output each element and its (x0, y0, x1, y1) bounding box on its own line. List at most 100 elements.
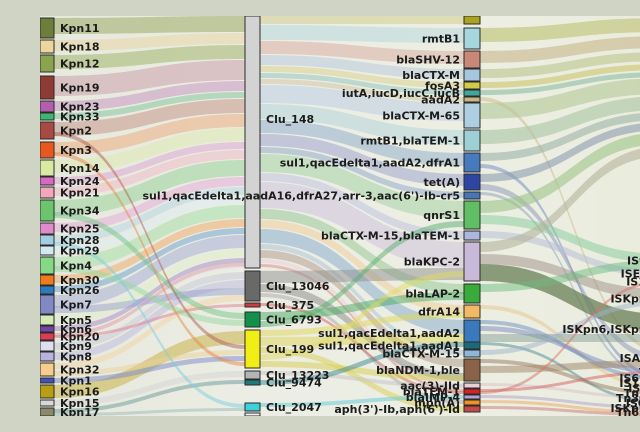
node-kpn15[interactable] (40, 399, 55, 407)
node-blatem-1[interactable] (463, 388, 481, 395)
node-rmtb1[interactable] (463, 27, 481, 50)
node-iuta-iucd-iucc-iucb[interactable] (463, 89, 481, 97)
node-clu-9474[interactable] (244, 379, 261, 386)
node-label-kpn28: Kpn28 (60, 234, 100, 247)
node-kpn21[interactable] (40, 186, 55, 199)
node-blactx-m-65[interactable] (463, 102, 481, 129)
node-tet-a-[interactable] (463, 173, 481, 191)
node-clu-375[interactable] (244, 302, 261, 308)
node-kpn17[interactable] (40, 407, 55, 416)
node-aac-3-iid[interactable] (463, 382, 481, 389)
node-rmtb1-blatem-1[interactable] (463, 129, 481, 152)
node-label-kpn2: Kpn2 (60, 125, 92, 138)
node-kpn18[interactable] (40, 39, 55, 54)
node-clu-13223[interactable] (244, 370, 261, 380)
flow-ribbon (480, 215, 640, 262)
node-kpn12[interactable] (40, 54, 55, 73)
node-kpn14[interactable] (40, 159, 55, 177)
node-kpn6[interactable] (40, 325, 55, 333)
node-label-clu-375: Clu_375 (266, 299, 314, 312)
node-unlabeled[interactable] (463, 16, 481, 25)
node-sul1-qacedelta1-aada1[interactable] (463, 341, 481, 350)
node-blactx-m[interactable] (463, 68, 481, 82)
node-kpn8[interactable] (40, 351, 55, 362)
node-kpn9[interactable] (40, 340, 55, 352)
node-blakpc-2[interactable] (463, 241, 481, 282)
flow-ribbon (260, 147, 464, 198)
flow-ribbon (54, 150, 245, 196)
node-dfra14[interactable] (463, 304, 481, 319)
node-label-clu-6793: Clu_6793 (266, 314, 322, 327)
node-label-kpn11: Kpn11 (60, 22, 100, 35)
node-kpn26[interactable] (40, 285, 55, 295)
flow-ribbon (260, 173, 464, 239)
flow-ribbon (260, 312, 464, 336)
node-label-blalap-2: blaLAP-2 (405, 288, 460, 301)
flow-ribbon (480, 359, 640, 394)
node-kpn30[interactable] (40, 274, 55, 286)
flow-ribbon (54, 304, 245, 338)
node-unlabeled[interactable] (244, 412, 261, 416)
node-kpn25[interactable] (40, 222, 55, 235)
flow-ribbon (480, 123, 640, 182)
node-clu-13046[interactable] (244, 270, 261, 302)
node-kpn11[interactable] (40, 17, 55, 39)
node-kpn3[interactable] (40, 141, 55, 159)
node-sul1-qacedelta1-aada2-dfra1[interactable] (463, 152, 481, 173)
node-mph-a-[interactable] (463, 399, 481, 406)
node-kpn5[interactable] (40, 314, 55, 326)
flow-ribbon (480, 78, 640, 119)
flow-ribbon (54, 235, 245, 308)
node-clu-148[interactable] (244, 16, 261, 269)
flow-ribbon (54, 219, 245, 283)
node-clu-2047[interactable] (244, 402, 261, 412)
node-kpn29[interactable] (40, 245, 55, 256)
node-blashv-12[interactable] (463, 50, 481, 69)
flow-ribbon (54, 266, 245, 326)
node-aada2[interactable] (463, 96, 481, 103)
flow-ribbon (260, 271, 464, 360)
node-label-fosa3: fosA3 (425, 80, 460, 93)
node-blalap-2[interactable] (463, 283, 481, 304)
node-kpn28[interactable] (40, 234, 55, 246)
node-label-kpn34: Kpn34 (60, 205, 100, 218)
node-label-kpn23: Kpn23 (60, 101, 100, 114)
node-kpn33[interactable] (40, 112, 55, 121)
flow-ribbon (480, 260, 640, 292)
node-kpn32[interactable] (40, 362, 55, 377)
node-kpn19[interactable] (40, 75, 55, 100)
node-kpn2[interactable] (40, 121, 55, 140)
node-blandm-1-ble[interactable] (463, 358, 481, 382)
node-kpn34[interactable] (40, 199, 55, 222)
node-label-tn125: Tn125 (624, 387, 640, 400)
node-kpn4[interactable] (40, 256, 55, 275)
node-blactx-m-15-blatem-1[interactable] (463, 230, 481, 241)
node-clu-199[interactable] (244, 329, 261, 369)
node-qnrs1[interactable] (463, 200, 481, 230)
node-blaimp-4[interactable] (463, 394, 481, 400)
flow-ribbon (54, 212, 245, 319)
node-kpn7[interactable] (40, 294, 55, 315)
node-label-tet-a-: tet(A) (423, 176, 460, 189)
node-kpn20[interactable] (40, 332, 55, 341)
flow-ribbon (260, 41, 464, 64)
flow-ribbon (54, 288, 245, 313)
flow-ribbon (260, 244, 464, 355)
node-label-rmtb1: rmtB1 (422, 33, 460, 46)
node-label-blandm-1-ble: blaNDM-1,ble (376, 364, 460, 377)
node-kpn16[interactable] (40, 384, 55, 399)
node-clu-6793[interactable] (244, 311, 261, 328)
flow-ribbon (54, 295, 245, 369)
node-label-clu-2047: Clu_2047 (266, 401, 322, 414)
node-aph-3-ib-aph-6-id[interactable] (463, 405, 481, 413)
flow-ribbon (480, 113, 640, 161)
node-blactx-m-15[interactable] (463, 349, 481, 358)
node-fosa3[interactable] (463, 81, 481, 90)
node-kpn1[interactable] (40, 377, 55, 384)
node-label-is903: IS903 (627, 255, 640, 268)
node-sul1-qacedelta1-aada16-dfra27-arr-3-aac-6-ib-cr5[interactable] (463, 191, 481, 200)
node-label-kpn16: Kpn16 (60, 386, 100, 399)
node-label-clu-9474: Clu_9474 (266, 377, 322, 390)
node-kpn24[interactable] (40, 176, 55, 186)
node-kpn23[interactable] (40, 100, 55, 113)
